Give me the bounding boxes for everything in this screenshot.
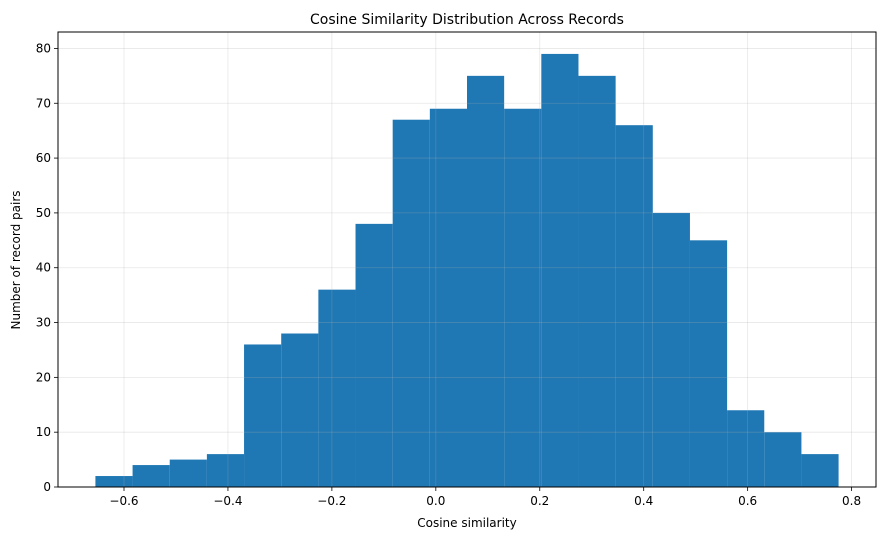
x-tick-label: 0.8: [842, 494, 861, 508]
histogram-bar: [727, 410, 765, 487]
y-axis-label: Number of record pairs: [9, 190, 23, 329]
histogram-bar: [169, 459, 207, 487]
x-axis-label: Cosine similarity: [417, 516, 516, 530]
y-tick-label: 70: [36, 96, 51, 110]
bars: [95, 53, 839, 488]
histogram-bar: [764, 432, 802, 487]
histogram-bar: [467, 75, 505, 488]
y-tick-label: 0: [43, 480, 51, 494]
histogram-bar: [318, 289, 356, 487]
x-axis-ticks: −0.6 −0.4 −0.2 0.0 0.2 0.4 0.6 0.8: [109, 487, 861, 508]
y-tick-label: 30: [36, 316, 51, 330]
y-tick-label: 50: [36, 206, 51, 220]
histogram-bar: [615, 125, 653, 487]
plot-frame: [57, 31, 877, 488]
y-tick-label: 20: [36, 370, 51, 384]
y-tick-label: 80: [36, 41, 51, 55]
x-tick-label: −0.4: [213, 494, 242, 508]
histogram-bar: [541, 53, 579, 488]
histogram-bar: [578, 75, 616, 488]
y-tick-label: 40: [36, 261, 51, 275]
histogram-bar: [392, 119, 430, 487]
x-tick-label: −0.6: [109, 494, 138, 508]
y-axis-ticks: 0 10 20 30 40 50 60 70 80: [36, 41, 58, 494]
x-tick-label: 0.6: [738, 494, 757, 508]
histogram-bar: [652, 212, 690, 487]
histogram-bar: [132, 465, 170, 487]
histogram-bar: [429, 108, 467, 488]
histogram-bar: [801, 454, 839, 487]
histogram-bar: [95, 476, 133, 487]
histogram-bar: [244, 344, 282, 487]
histogram-bar: [504, 108, 542, 488]
y-tick-label: 10: [36, 425, 51, 439]
x-tick-label: 0.4: [634, 494, 653, 508]
histogram-bar: [206, 454, 245, 487]
x-tick-label: 0.2: [530, 494, 549, 508]
x-tick-label: −0.2: [317, 494, 346, 508]
chart-title: Cosine Similarity Distribution Across Re…: [310, 12, 624, 28]
histogram-bar: [689, 240, 728, 487]
histogram-bar: [281, 333, 319, 487]
y-tick-label: 60: [36, 151, 51, 165]
x-tick-label: 0.0: [426, 494, 445, 508]
histogram-bar: [355, 223, 393, 487]
